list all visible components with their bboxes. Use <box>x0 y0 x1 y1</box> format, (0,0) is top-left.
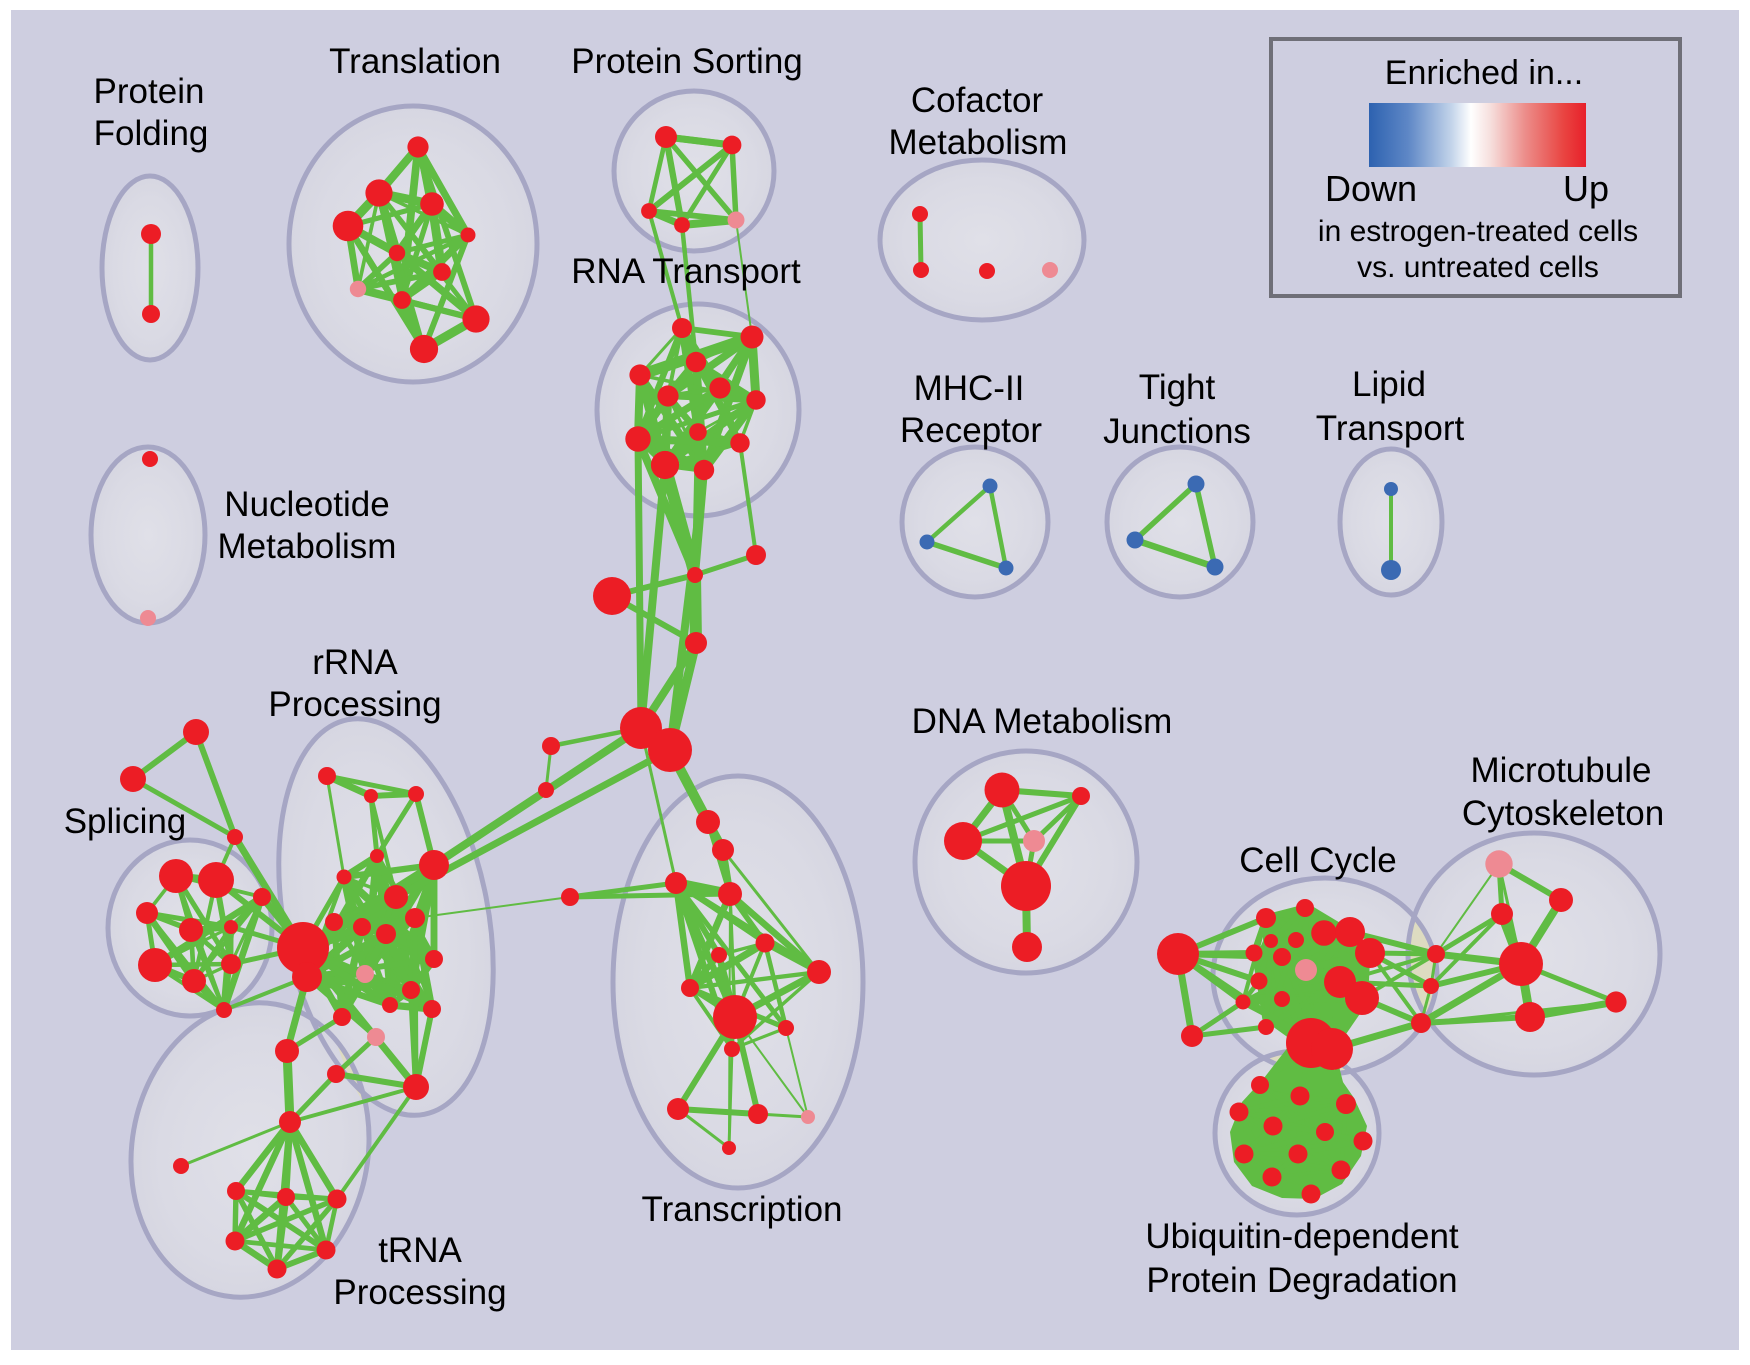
svg-text:RNA Transport: RNA Transport <box>571 252 801 291</box>
svg-text:Protein: Protein <box>94 72 205 111</box>
svg-text:Ubiquitin-dependent: Ubiquitin-dependent <box>1145 1217 1459 1256</box>
svg-text:Transcription: Transcription <box>642 1190 843 1229</box>
svg-text:Tight: Tight <box>1139 368 1216 407</box>
svg-text:Metabolism: Metabolism <box>889 123 1068 162</box>
svg-text:Translation: Translation <box>329 42 501 81</box>
svg-text:Protein Degradation: Protein Degradation <box>1146 1261 1457 1300</box>
svg-text:vs. untreated cells: vs. untreated cells <box>1357 251 1599 284</box>
svg-text:tRNA: tRNA <box>378 1231 462 1270</box>
svg-text:MHC-II: MHC-II <box>914 369 1025 408</box>
svg-text:Transport: Transport <box>1316 409 1465 448</box>
svg-text:Lipid: Lipid <box>1352 365 1426 404</box>
svg-text:Processing: Processing <box>333 1273 506 1312</box>
svg-text:rRNA: rRNA <box>312 643 398 682</box>
svg-text:Folding: Folding <box>94 114 209 153</box>
svg-text:Down: Down <box>1325 168 1417 209</box>
svg-text:Junctions: Junctions <box>1103 412 1251 451</box>
svg-text:Cytoskeleton: Cytoskeleton <box>1462 794 1664 833</box>
svg-text:Processing: Processing <box>268 685 441 724</box>
svg-text:in estrogen-treated cells: in estrogen-treated cells <box>1318 215 1638 248</box>
svg-text:Protein Sorting: Protein Sorting <box>571 42 803 81</box>
svg-text:Up: Up <box>1563 168 1609 209</box>
svg-text:Cell Cycle: Cell Cycle <box>1239 841 1397 880</box>
svg-text:DNA Metabolism: DNA Metabolism <box>912 702 1173 741</box>
svg-text:Receptor: Receptor <box>900 411 1042 450</box>
svg-text:Splicing: Splicing <box>64 802 187 841</box>
svg-text:Metabolism: Metabolism <box>218 527 397 566</box>
svg-text:Enriched in...: Enriched in... <box>1385 54 1583 92</box>
svg-text:Microtubule: Microtubule <box>1471 751 1652 790</box>
svg-text:Nucleotide: Nucleotide <box>224 485 389 524</box>
svg-text:Cofactor: Cofactor <box>911 81 1044 120</box>
